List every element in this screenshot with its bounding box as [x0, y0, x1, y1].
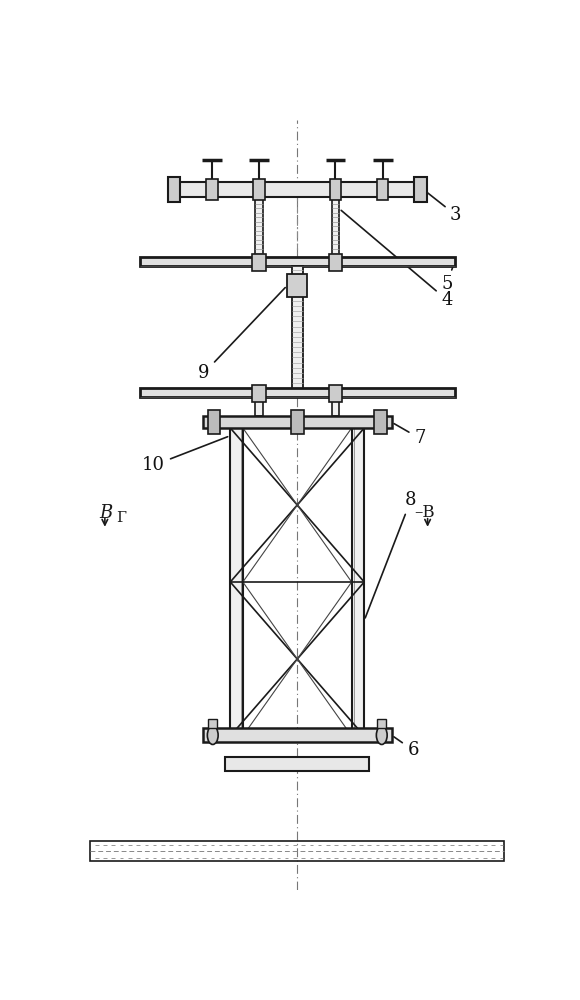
Text: B: B [100, 504, 113, 522]
Bar [287, 274, 307, 297]
Bar [414, 177, 427, 202]
Bar [255, 182, 263, 266]
Bar [252, 254, 266, 271]
Bar [377, 179, 389, 200]
Bar [208, 410, 220, 434]
Bar [291, 410, 303, 434]
Bar [140, 257, 455, 266]
Bar [292, 266, 303, 397]
Bar [168, 177, 180, 202]
Bar [208, 719, 218, 728]
Bar [332, 182, 339, 266]
Bar [374, 410, 387, 434]
Bar [203, 416, 392, 428]
Bar [176, 182, 419, 197]
Bar [225, 757, 369, 771]
Text: Г: Г [117, 511, 126, 525]
Bar [351, 428, 364, 736]
Bar [253, 179, 265, 200]
Bar [252, 385, 266, 402]
Circle shape [208, 726, 218, 744]
Bar [329, 385, 342, 402]
Text: 9: 9 [198, 288, 285, 382]
Circle shape [376, 726, 387, 744]
Text: 8: 8 [365, 491, 416, 618]
Text: 3: 3 [425, 191, 462, 224]
Text: 6: 6 [394, 737, 419, 759]
Bar [230, 428, 243, 736]
Text: 7: 7 [394, 424, 426, 447]
Text: 4: 4 [341, 210, 452, 309]
Bar [377, 719, 386, 728]
Bar [332, 397, 339, 416]
Bar [329, 179, 341, 200]
Bar [203, 728, 392, 742]
Bar [329, 254, 342, 271]
Text: 10: 10 [142, 437, 228, 474]
Text: 5: 5 [441, 264, 454, 293]
Bar [140, 388, 455, 397]
Bar [90, 841, 504, 861]
Bar [255, 397, 263, 416]
Text: –B: –B [414, 504, 435, 521]
Bar [206, 179, 218, 200]
